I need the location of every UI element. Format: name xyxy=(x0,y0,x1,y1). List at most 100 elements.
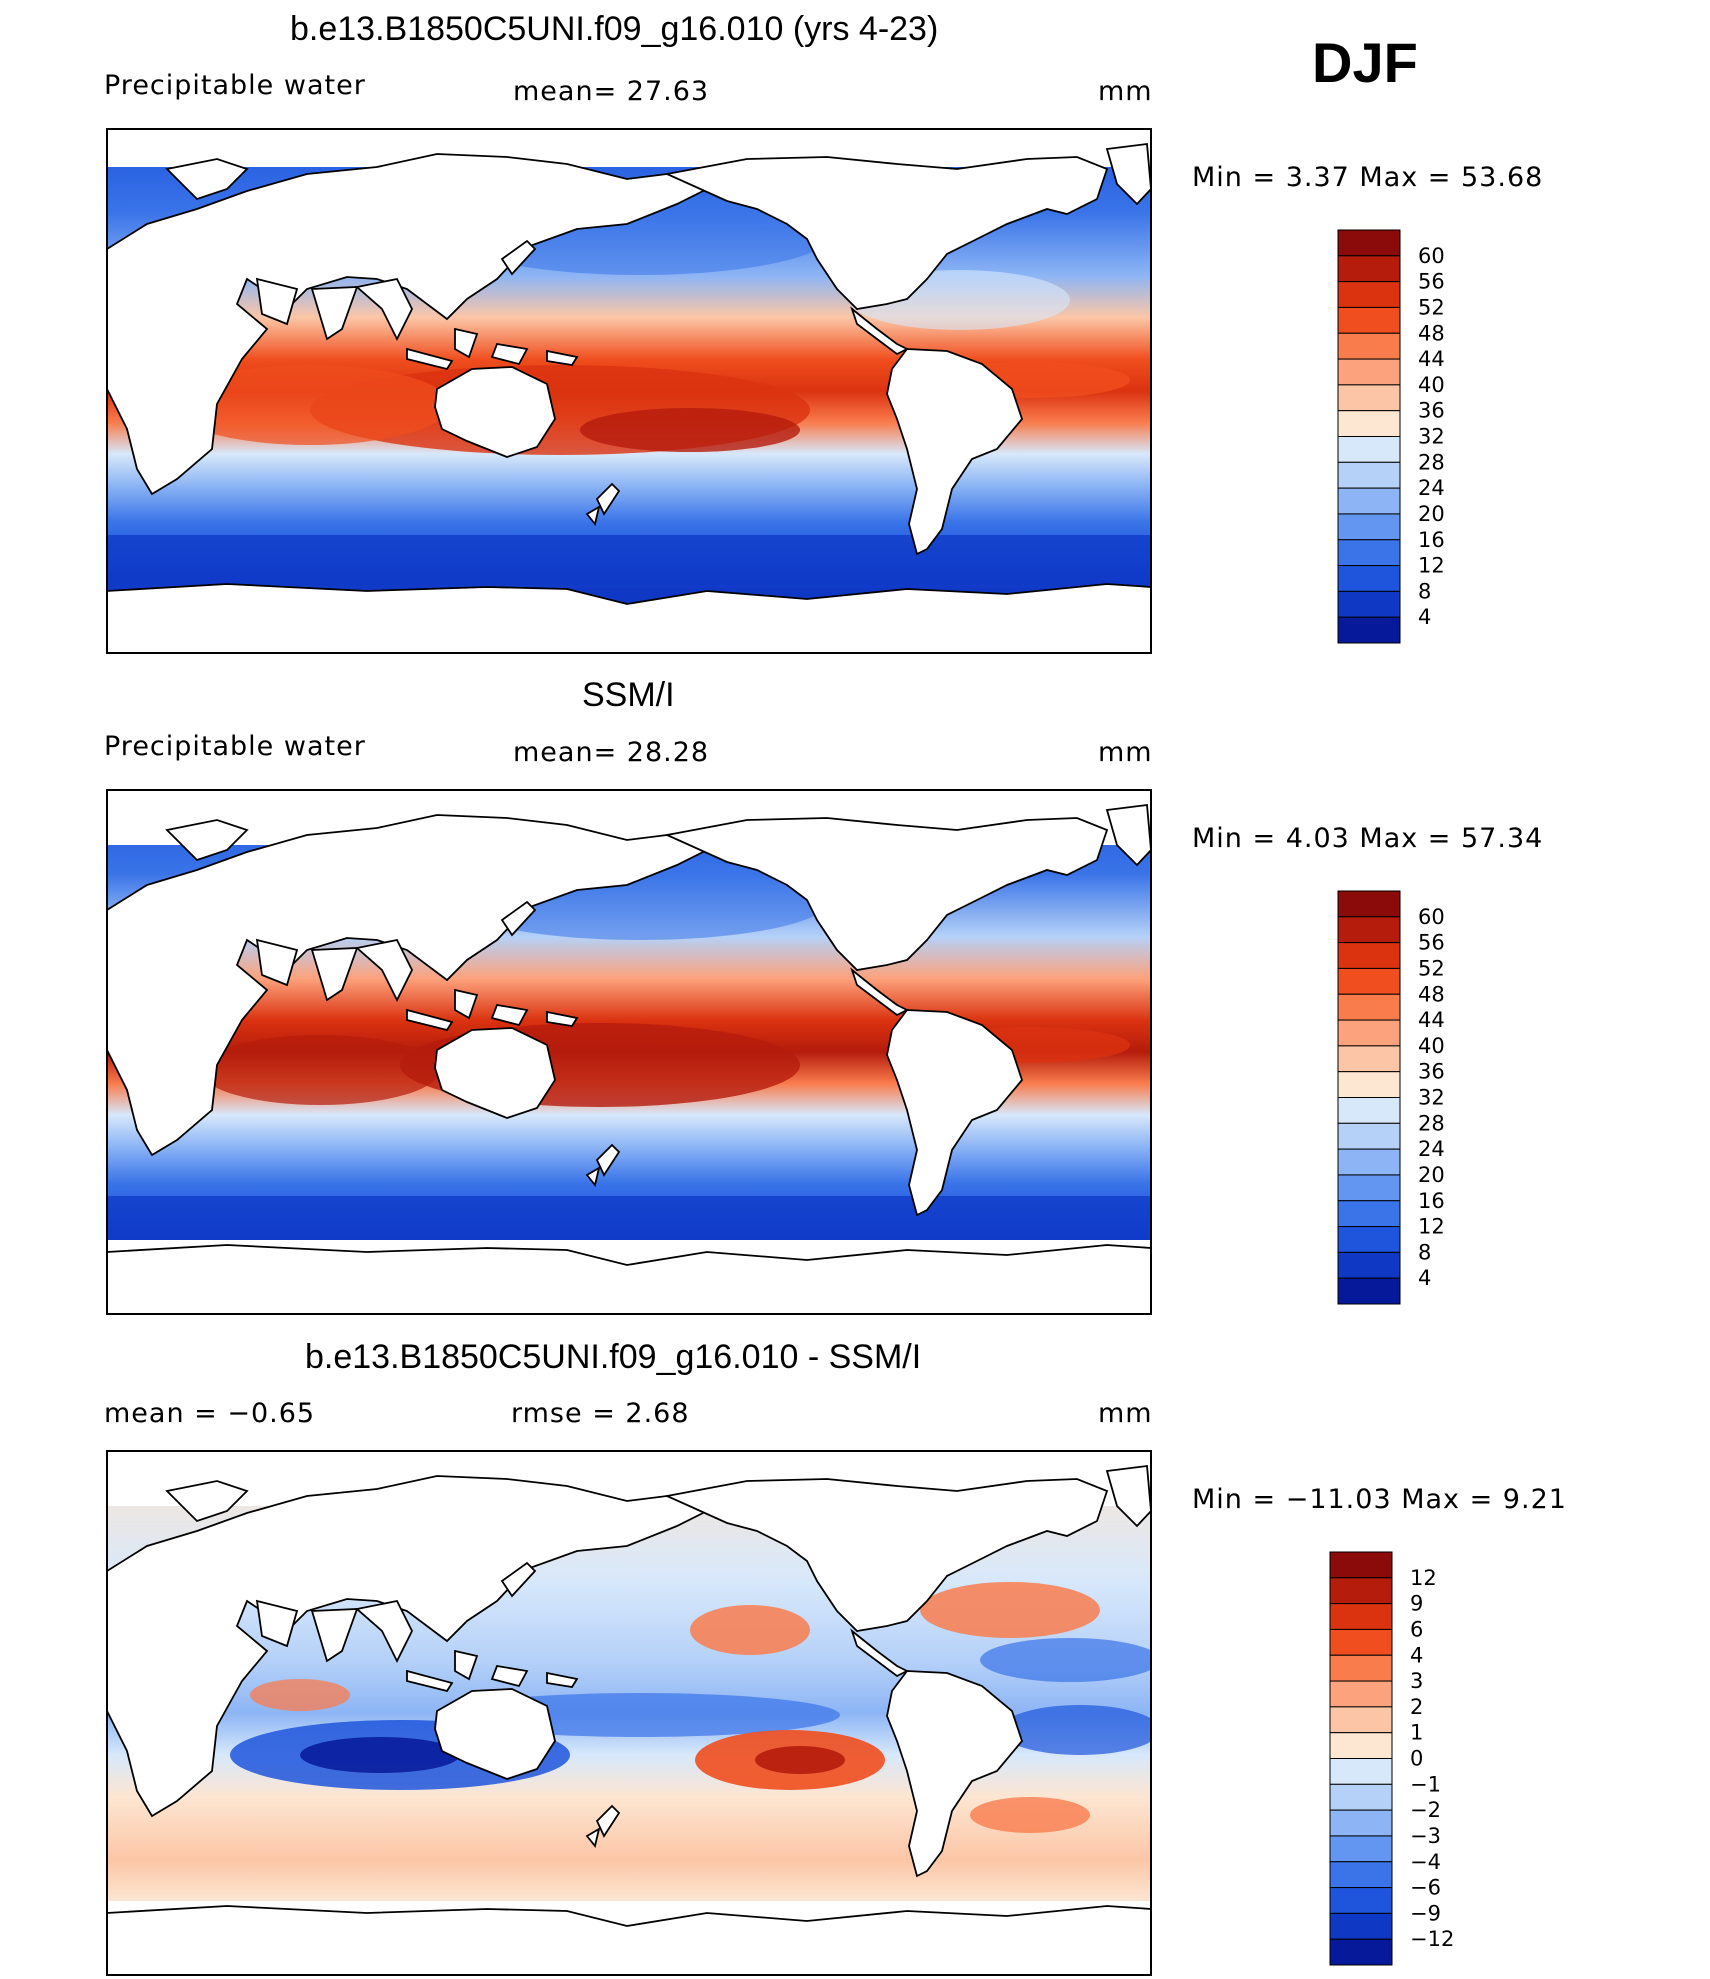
colorbar-box xyxy=(1329,1732,1393,1759)
colorbar-box xyxy=(1329,1887,1393,1914)
colorbar-tick-label: 28 xyxy=(1418,1111,1445,1135)
colorbar-tick-label: 48 xyxy=(1418,982,1445,1006)
colorbar-tick-label: 8 xyxy=(1418,1240,1431,1264)
colorbar-box xyxy=(1337,967,1401,995)
colorbar-box xyxy=(1337,1097,1401,1124)
colorbar-box xyxy=(1337,616,1401,644)
rmse-label: rmse = 2.68 xyxy=(511,1398,690,1429)
colorbar-box xyxy=(1329,1628,1393,1656)
colorbar-tick-label: −12 xyxy=(1410,1927,1454,1951)
colorbar-box xyxy=(1329,1835,1393,1863)
colorbar-box xyxy=(1337,1174,1401,1202)
mean-label: mean = −0.65 xyxy=(104,1398,316,1429)
units-label: mm xyxy=(1098,76,1153,107)
panel-title: b.e13.B1850C5UNI.f09_g16.010 - SSM/I xyxy=(305,1338,922,1376)
colorbar-box xyxy=(1329,1706,1393,1734)
colorbar-box xyxy=(1337,993,1401,1021)
colorbar-tick-label: 16 xyxy=(1418,528,1445,552)
colorbar-box xyxy=(1337,436,1401,463)
colorbar-box xyxy=(1329,1654,1393,1682)
units-label: mm xyxy=(1098,1398,1153,1429)
colorbar-tick-label: −4 xyxy=(1410,1850,1441,1874)
colorbar-tick-label: 44 xyxy=(1418,1008,1445,1032)
colorbar-box xyxy=(1337,1045,1401,1073)
colorbar-box xyxy=(1337,461,1401,489)
colorbar-tick-label: 24 xyxy=(1418,1137,1445,1161)
colorbar-tick-label: 28 xyxy=(1418,450,1445,474)
colorbar-box xyxy=(1337,255,1401,283)
colorbar-tick-label: 48 xyxy=(1418,321,1445,345)
colorbar-box xyxy=(1337,487,1401,515)
colorbar-box xyxy=(1337,410,1401,437)
colorbar-tick-label: 0 xyxy=(1410,1747,1423,1771)
colorbar-tick-label: 40 xyxy=(1418,373,1445,397)
mean-label: mean= 27.63 xyxy=(513,76,710,107)
colorbar-box xyxy=(1337,229,1401,257)
colorbar-tick-label: 52 xyxy=(1418,956,1445,980)
colorbar-tick-label: 9 xyxy=(1410,1592,1423,1616)
colorbar-box xyxy=(1337,1071,1401,1098)
colorbar-tick-label: 52 xyxy=(1418,295,1445,319)
colorbar-box xyxy=(1337,1200,1401,1228)
map-model xyxy=(106,128,1152,654)
colorbar-box xyxy=(1329,1912,1393,1940)
colorbar-tick-label: 8 xyxy=(1418,579,1431,603)
colorbar-tick-label: 44 xyxy=(1418,347,1445,371)
panel-title: SSM/I xyxy=(582,676,675,714)
minmax-label: Min = 3.37 Max = 53.68 xyxy=(1192,162,1544,193)
colorbar-tick-label: 32 xyxy=(1418,425,1445,449)
colorbar-box xyxy=(1337,1122,1401,1150)
colorbar-tick-label: 12 xyxy=(1418,554,1445,578)
colorbar-tick-label: 40 xyxy=(1418,1034,1445,1058)
colorbar-box xyxy=(1337,1226,1401,1253)
colorbar-tick-label: −1 xyxy=(1410,1772,1441,1796)
colorbar-box xyxy=(1337,281,1401,308)
colorbar-box xyxy=(1329,1783,1393,1811)
colorbar-tick-label: −3 xyxy=(1410,1824,1441,1848)
minmax-label: Min = 4.03 Max = 57.34 xyxy=(1192,823,1544,854)
colorbar-tick-label: 16 xyxy=(1418,1189,1445,1213)
colorbar-tick-label: 4 xyxy=(1410,1643,1423,1667)
colorbar-box xyxy=(1337,539,1401,567)
colorbar-box xyxy=(1337,513,1401,541)
colorbar-tick-label: 56 xyxy=(1418,270,1445,294)
colorbar-box xyxy=(1337,890,1401,918)
colorbar-tick-label: 32 xyxy=(1418,1086,1445,1110)
colorbar-tick-label: −9 xyxy=(1410,1901,1441,1925)
map-obs xyxy=(106,789,1152,1315)
colorbar-box xyxy=(1337,916,1401,944)
colorbar-box xyxy=(1337,306,1401,334)
panel-title: b.e13.B1850C5UNI.f09_g16.010 (yrs 4-23) xyxy=(290,10,939,48)
colorbar-box xyxy=(1329,1680,1393,1708)
season-label: DJF xyxy=(1312,31,1418,94)
colorbar-box xyxy=(1337,1019,1401,1047)
colorbar-tick-label: 36 xyxy=(1418,399,1445,423)
colorbar-box xyxy=(1337,590,1401,618)
variable-label: Precipitable water xyxy=(104,70,366,101)
colorbar-tick-label: 12 xyxy=(1410,1566,1437,1590)
variable-label: Precipitable water xyxy=(104,731,366,762)
colorbar-box xyxy=(1337,565,1401,592)
colorbar-box xyxy=(1337,332,1401,360)
colorbar-box xyxy=(1337,358,1401,386)
minmax-label: Min = −11.03 Max = 9.21 xyxy=(1192,1484,1567,1515)
colorbar-box xyxy=(1329,1861,1393,1889)
colorbar-box xyxy=(1329,1938,1393,1966)
colorbar-tick-label: 20 xyxy=(1418,502,1445,526)
units-label: mm xyxy=(1098,737,1153,768)
colorbar-box xyxy=(1329,1603,1393,1630)
colorbar-tick-label: 2 xyxy=(1410,1695,1423,1719)
colorbar-tick-label: 6 xyxy=(1410,1617,1423,1641)
colorbar-box xyxy=(1337,384,1401,412)
colorbar-box xyxy=(1337,942,1401,969)
colorbar-tick-label: 60 xyxy=(1418,905,1445,929)
colorbar-tick-label: 1 xyxy=(1410,1721,1423,1745)
colorbar-box xyxy=(1329,1577,1393,1605)
colorbar-tick-label: 12 xyxy=(1418,1215,1445,1239)
colorbar-box xyxy=(1329,1758,1393,1785)
colorbar-tick-label: 20 xyxy=(1418,1163,1445,1187)
colorbar-tick-label: 4 xyxy=(1418,605,1431,629)
